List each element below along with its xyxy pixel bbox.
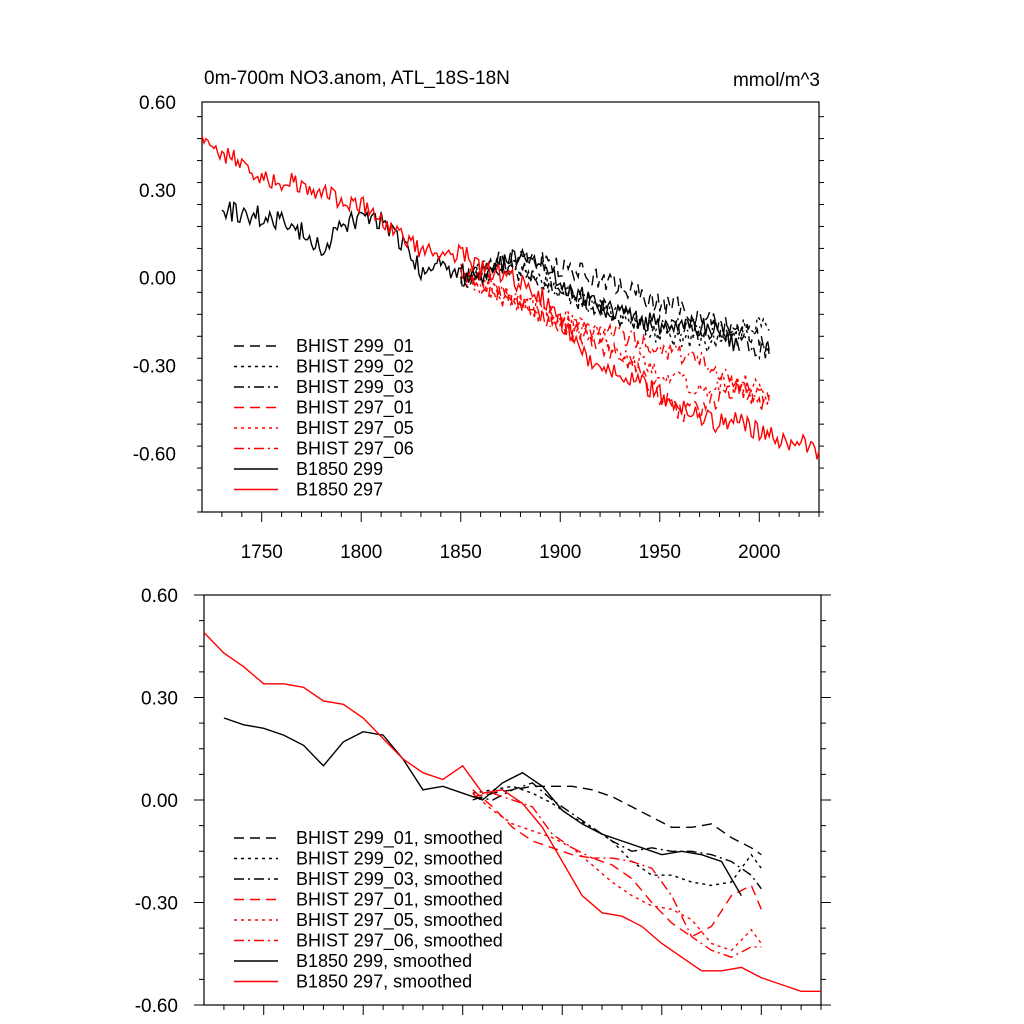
bottom-y-tick-label: -0.30 — [135, 894, 178, 915]
top-legend-label: B1850 297 — [296, 480, 383, 500]
top-axis-ticks: 0.60 0.30 0.00 -0.30 -0.60 1750 1800 1850 1900 19… — [133, 93, 824, 563]
top-series-lines — [201, 135, 820, 460]
top-y-tick-label: -0.30 — [133, 357, 176, 378]
top-legend-label: BHIST 299_02 — [296, 357, 414, 378]
bottom-series-4 — [472, 792, 762, 952]
top-legend-label: BHIST 299_03 — [296, 377, 414, 398]
bottom-legend-label: BHIST 299_01, smoothed — [296, 828, 503, 849]
top-legend-label: BHIST 297_06 — [296, 439, 414, 460]
bottom-panel: 0.60 0.30 0.00 -0.30 -0.60 BHIST 299_01, smo… — [135, 586, 831, 1017]
top-y-tick-label: 0.60 — [139, 93, 176, 114]
bottom-y-tick-label: 0.60 — [141, 586, 178, 607]
bottom-legend-label: BHIST 297_05, smoothed — [296, 910, 503, 931]
bottom-legend-label: BHIST 297_06, smoothed — [296, 931, 503, 952]
bottom-legend-label: BHIST 299_02, smoothed — [296, 849, 503, 870]
bottom-legend-label: BHIST 297_01, smoothed — [296, 890, 503, 911]
bottom-series-5 — [472, 792, 762, 958]
top-chart-title: 0m-700m NO3.anom, ATL_18S-18N — [204, 68, 510, 89]
top-series-5 — [460, 268, 770, 412]
top-x-tick-label: 1800 — [340, 542, 382, 563]
bottom-axis-ticks: 0.60 0.30 0.00 -0.30 -0.60 — [135, 586, 831, 1017]
top-legend-label: BHIST 297_05 — [296, 418, 414, 439]
bottom-series-3 — [472, 789, 762, 938]
top-series-7 — [201, 135, 820, 460]
bottom-series-2 — [472, 782, 762, 890]
top-plot-frame — [201, 101, 820, 513]
top-x-tick-label: 2000 — [738, 542, 780, 563]
top-series-3 — [460, 262, 770, 423]
top-chart-units: mmol/m^3 — [733, 70, 820, 91]
bottom-series-0 — [472, 785, 762, 856]
bottom-y-tick-label: 0.30 — [141, 689, 178, 710]
top-y-tick-label: -0.60 — [133, 444, 176, 465]
top-legend-label: B1850 299 — [296, 459, 383, 479]
top-y-tick-label: 0.30 — [139, 181, 176, 202]
top-y-tick-label: 0.00 — [139, 269, 176, 290]
top-x-tick-label: 1900 — [539, 542, 581, 563]
top-legend-label: BHIST 297_01 — [296, 398, 414, 419]
bottom-legend-label: B1850 299, smoothed — [296, 951, 472, 971]
bottom-y-tick-label: 0.00 — [141, 791, 178, 812]
bottom-series-7 — [203, 632, 821, 992]
top-legend-label: BHIST 299_01 — [296, 336, 414, 357]
top-panel: 0m-700m NO3.anom, ATL_18S-18N mmol/m^3 0… — [133, 68, 824, 563]
bottom-y-tick-label: -0.60 — [135, 996, 178, 1017]
bottom-legend-label: B1850 297, smoothed — [296, 972, 472, 992]
bottom-legend-label: BHIST 299_03, smoothed — [296, 869, 503, 890]
top-series-1 — [460, 259, 770, 355]
top-x-tick-label: 1850 — [440, 542, 482, 563]
top-x-tick-label: 1750 — [241, 542, 283, 563]
bottom-series-6 — [223, 717, 743, 897]
bottom-series-lines — [203, 632, 821, 992]
bottom-series-1 — [472, 785, 762, 887]
top-x-tick-label: 1950 — [639, 542, 681, 563]
